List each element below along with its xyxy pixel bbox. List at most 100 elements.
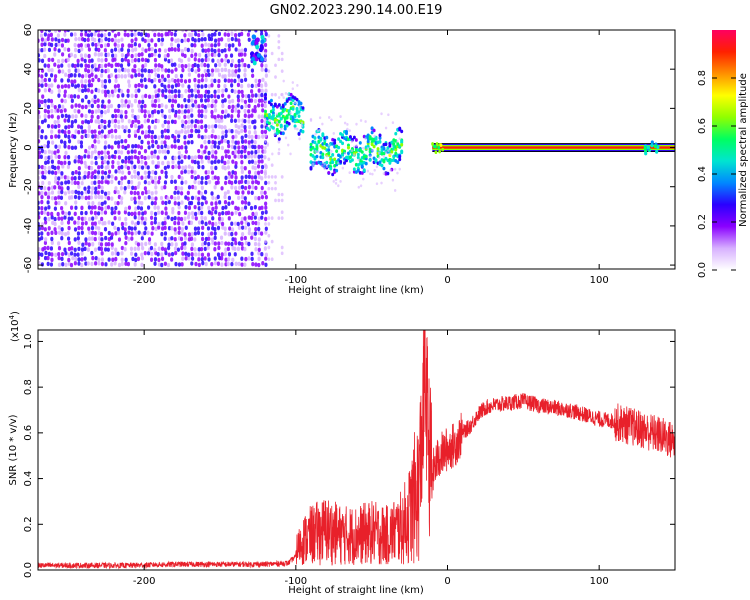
noise-cell	[166, 31, 170, 37]
noise-cell	[217, 78, 221, 84]
noise-cell	[210, 109, 214, 115]
noise-cell	[40, 42, 44, 47]
carrier-blob	[441, 147, 445, 152]
noise-cell	[87, 109, 92, 114]
noise-cell	[200, 37, 204, 42]
halo-cell	[284, 136, 288, 140]
noise-cell	[106, 164, 110, 170]
noise-cell	[150, 52, 154, 58]
carrier-blob	[653, 144, 658, 149]
noise-cell	[246, 154, 251, 159]
noise-cell	[154, 42, 158, 48]
noise-cell	[160, 77, 164, 83]
noise-cell	[260, 83, 264, 88]
noise-cell	[163, 77, 167, 83]
band-cell	[269, 102, 273, 107]
band-cell	[339, 139, 343, 144]
noise-cell	[57, 255, 61, 261]
noise-cell	[91, 216, 95, 221]
noise-cell	[226, 32, 231, 38]
noise-cell	[114, 186, 118, 191]
noise-cell	[80, 251, 84, 256]
halo-cell	[371, 172, 374, 176]
halo-cell	[353, 145, 356, 149]
noise-cell	[200, 113, 204, 119]
noise-cell	[40, 37, 45, 42]
noise-cell	[260, 92, 264, 98]
noise-cell	[100, 118, 104, 124]
noise-cell	[206, 48, 211, 53]
noise-cell	[87, 205, 91, 210]
noise-cell	[50, 185, 54, 190]
noise-cell	[194, 94, 198, 99]
noise-cell	[214, 201, 218, 206]
carrier-blob	[434, 144, 437, 149]
band-cell	[358, 141, 362, 145]
noise-cell	[223, 194, 227, 200]
noise-cell	[104, 262, 108, 267]
noise-cell	[136, 246, 141, 251]
noise-cell	[84, 67, 88, 73]
noise-cell	[170, 31, 174, 37]
noise-cell	[106, 247, 110, 252]
noise-cell	[134, 53, 138, 58]
noise-cell	[59, 139, 64, 144]
noise-cell	[80, 230, 84, 235]
noise-cell	[39, 33, 44, 38]
noise-cell	[254, 149, 258, 155]
noise-cell	[170, 179, 174, 185]
noise-cell	[160, 262, 164, 268]
noise-cell	[46, 159, 50, 165]
noise-cell	[170, 236, 174, 241]
noise-cell	[133, 57, 137, 63]
noise-cell	[173, 201, 177, 206]
noise-cell	[187, 185, 192, 190]
noise-cell	[157, 221, 161, 227]
noise-cell	[43, 77, 47, 83]
noise-cell	[243, 225, 248, 230]
noise-cell	[96, 190, 100, 195]
noise-cell	[257, 196, 261, 201]
noise-cell	[197, 257, 201, 262]
noise-cell	[136, 175, 141, 180]
noise-cell	[124, 206, 128, 211]
noise-cell	[110, 63, 114, 69]
noise-cell	[170, 226, 174, 231]
noise-cell	[253, 125, 257, 130]
noise-cell	[136, 114, 140, 120]
noise-cell	[181, 67, 185, 73]
noise-cell	[136, 128, 140, 134]
noise-cell	[180, 38, 184, 44]
noise-cell	[153, 220, 157, 225]
noise-cell	[226, 59, 230, 64]
noise-cell	[257, 226, 261, 232]
noise-cell	[150, 130, 155, 135]
noise-cell	[257, 154, 261, 160]
noise-cell	[97, 184, 101, 190]
noise-cell	[50, 252, 54, 257]
noise-cell	[134, 123, 138, 129]
noise-cell	[41, 170, 45, 175]
band-cell	[264, 92, 267, 97]
noise-cell	[163, 143, 168, 149]
noise-cell	[91, 242, 95, 247]
noise-cell	[200, 252, 205, 257]
snr-line-plot	[38, 330, 675, 570]
noise-cell	[157, 257, 161, 263]
noise-cell	[216, 252, 221, 257]
noise-cell	[217, 124, 222, 129]
noise-cell	[143, 186, 147, 191]
noise-cell	[137, 215, 141, 221]
noise-cell	[216, 68, 220, 73]
noise-cell	[126, 93, 130, 98]
noise-cell	[130, 231, 134, 236]
noise-cell	[107, 129, 111, 135]
noise-cell	[257, 174, 261, 180]
noise-cell	[73, 145, 78, 150]
noise-cell	[210, 103, 214, 109]
noise-cell	[224, 53, 228, 59]
noise-cell	[230, 174, 234, 179]
noise-cell	[53, 47, 57, 52]
blob-cell	[260, 39, 265, 45]
noise-cell	[259, 30, 264, 33]
